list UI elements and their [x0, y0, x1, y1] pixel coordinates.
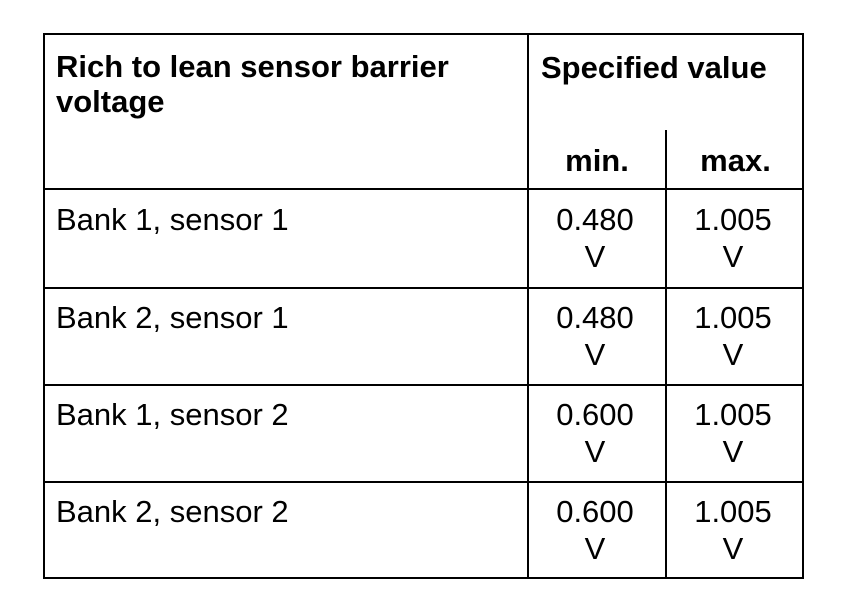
header-specified-value: Specified value	[541, 50, 767, 85]
row-label: Bank 2, sensor 2	[56, 494, 289, 529]
row-label: Bank 2, sensor 1	[56, 300, 289, 335]
column-divider	[527, 35, 529, 577]
row-min: 0.600 V	[556, 397, 634, 469]
row-max: 1.005 V	[694, 202, 772, 274]
header-max: max.	[700, 143, 771, 178]
row-label: Bank 1, sensor 2	[56, 397, 289, 432]
row-min: 0.480 V	[556, 300, 634, 372]
row-min: 0.480 V	[556, 202, 634, 274]
min-max-divider	[665, 130, 667, 577]
row-max: 1.005 V	[694, 300, 772, 372]
row-divider	[45, 287, 802, 289]
row-max: 1.005 V	[694, 494, 772, 566]
row-divider	[45, 481, 802, 483]
row-max: 1.005 V	[694, 397, 772, 469]
header-min: min.	[565, 143, 629, 178]
spec-table: Rich to lean sensor barrier voltage Spec…	[43, 33, 804, 579]
row-divider	[45, 384, 802, 386]
row-divider	[45, 188, 802, 190]
row-min: 0.600 V	[556, 494, 634, 566]
row-label: Bank 1, sensor 1	[56, 202, 289, 237]
header-parameter: Rich to lean sensor barrier voltage	[56, 49, 449, 119]
